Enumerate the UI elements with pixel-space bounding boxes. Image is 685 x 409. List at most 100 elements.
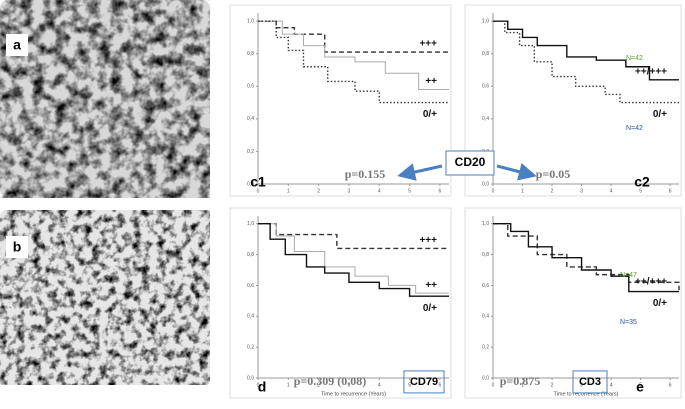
sample-size: N=35 <box>620 319 637 326</box>
x-tick-label: 4 <box>378 382 381 388</box>
plot-area <box>464 4 682 197</box>
marker-box <box>403 370 445 394</box>
x-tick-label: 5 <box>408 188 411 194</box>
x-tick-label: 2 <box>317 188 320 194</box>
curve-label: ++/+++ <box>635 66 667 77</box>
sample-size: N=47 <box>620 272 637 279</box>
marker-label: CD20 <box>455 155 486 169</box>
y-tick-label: 1,0 <box>247 221 254 227</box>
survival-curve <box>258 223 449 297</box>
y-tick-label: 0,4 <box>482 314 489 320</box>
y-tick-label: 0,0 <box>247 181 254 187</box>
y-tick-label: 1,0 <box>482 18 489 24</box>
x-tick-label: 1 <box>287 382 290 388</box>
y-tick-label: 1,0 <box>482 221 489 227</box>
x-tick-label: 1 <box>521 188 524 194</box>
km-chart: 0,0 0,2 0,4 0,6 0,8 1,0 0 1 2 3 4 5 6 Time to recurre… <box>229 207 452 399</box>
panel-label: d <box>258 379 267 395</box>
y-tick-label: 0,8 <box>482 252 489 258</box>
x-tick-label: 2 <box>551 382 554 388</box>
x-tick-label: 6 <box>439 382 442 388</box>
x-tick-label: 3 <box>348 382 351 388</box>
x-tick-label: 1 <box>521 382 524 388</box>
x-tick-label: 0 <box>492 382 495 388</box>
plot-area <box>229 207 452 399</box>
plot-area <box>229 4 452 197</box>
x-tick-label: 4 <box>610 382 613 388</box>
curve-label: ++ <box>425 76 437 87</box>
x-tick-label: 4 <box>378 188 381 194</box>
panel-label: c2 <box>634 174 650 190</box>
sample-size: N=42 <box>626 125 643 132</box>
x-tick-label: 1 <box>287 188 290 194</box>
micrograph-b: b <box>0 210 210 385</box>
y-tick-label: 0,2 <box>482 344 489 350</box>
x-tick-label: 5 <box>639 382 642 388</box>
sample-size: N=42 <box>626 55 643 62</box>
p-value: p=0.05 <box>536 167 571 181</box>
x-tick-label: 2 <box>551 188 554 194</box>
x-tick-label: 3 <box>348 188 351 194</box>
curve-label: ++ <box>425 280 437 291</box>
p-value: p=0.155 <box>345 167 386 181</box>
panel-label: e <box>636 379 644 395</box>
curve-label: 0/+ <box>423 109 437 120</box>
y-tick-label: 0,4 <box>247 116 254 122</box>
x-tick-label: 6 <box>669 382 672 388</box>
x-axis-label: Time to recurrence (Years) <box>321 391 386 397</box>
micrograph-a: a <box>0 0 210 198</box>
y-tick-label: 0,8 <box>482 51 489 57</box>
x-tick-label: 0 <box>257 188 260 194</box>
y-tick-label: 0,6 <box>247 283 254 289</box>
marker-box <box>572 370 608 394</box>
comparison: CD20 p=0.155 p=0.05 <box>345 150 571 181</box>
km-chart: 0,00,20,40,60,81,00123456++/+++0/+N=42N=… <box>464 4 682 197</box>
y-tick-label: 0,0 <box>482 375 489 381</box>
plot-area <box>464 207 682 399</box>
x-tick-label: 2 <box>317 382 320 388</box>
y-tick-label: 0,8 <box>247 252 254 258</box>
panel-label: c1 <box>250 174 266 190</box>
y-tick-label: 0,0 <box>247 375 254 381</box>
survival-curve <box>258 223 449 250</box>
survival-curve <box>493 20 679 81</box>
x-tick-label: 6 <box>439 188 442 194</box>
panel-label: b <box>13 239 22 255</box>
x-tick-label: 3 <box>580 382 583 388</box>
survival-curve <box>493 223 679 293</box>
y-tick-label: 1,0 <box>247 18 254 24</box>
y-tick-label: 0,0 <box>482 181 489 187</box>
curve-label: +++ <box>419 235 437 246</box>
curve-label: 0/+ <box>653 298 667 309</box>
y-tick-label: 0,4 <box>247 314 254 320</box>
survival-curve <box>258 20 449 91</box>
marker-label: CD79 <box>410 376 438 388</box>
x-tick-label: 0 <box>257 382 260 388</box>
y-tick-label: 0,8 <box>247 51 254 57</box>
y-tick-label: 0,6 <box>482 84 489 90</box>
survival-curve <box>258 20 449 104</box>
survival-curve <box>258 223 449 294</box>
x-tick-label: 5 <box>639 188 642 194</box>
km-chart: 0,00,20,40,60,81,00 1 2 3 4 5 6+++++0/+c1 <box>229 4 452 197</box>
curve-label: 0/+ <box>423 303 437 314</box>
x-axis-label: Time to recurrence (Years) <box>553 391 618 397</box>
y-tick-label: 0,2 <box>247 149 254 155</box>
x-tick-label: 6 <box>669 188 672 194</box>
p-value: p=0.875 <box>500 374 541 388</box>
curve-label: +++ <box>419 39 437 50</box>
x-tick-label: 0 <box>492 188 495 194</box>
survival-curve <box>258 20 449 53</box>
y-tick-label: 0,4 <box>482 116 489 122</box>
y-tick-label: 0,6 <box>482 283 489 289</box>
curve-label: ++/+++ <box>635 277 667 288</box>
survival-curve <box>493 20 679 104</box>
x-tick-label: 5 <box>408 382 411 388</box>
curve-label: 0/+ <box>653 109 667 120</box>
marker-label: CD3 <box>579 376 601 388</box>
km-chart: 0,0 0,2 0,4 0,6 0,8 1,0 0 1 2 3 4 5 6 Time to recurre… <box>464 207 682 399</box>
y-tick-label: 0,6 <box>247 84 254 90</box>
panel-label: a <box>13 37 21 53</box>
y-tick-label: 0,2 <box>247 344 254 350</box>
